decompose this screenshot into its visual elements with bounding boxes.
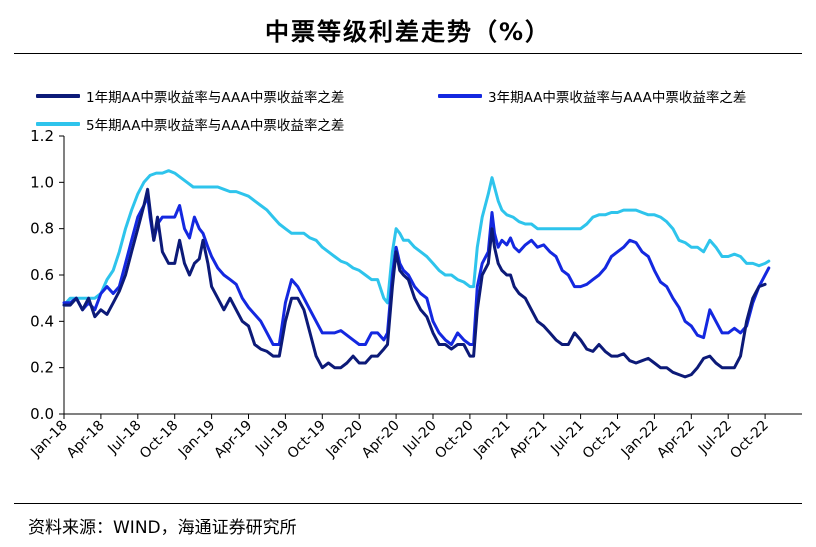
x-tick-label: Jan-18 xyxy=(27,418,70,461)
y-tick-label: 0.6 xyxy=(30,266,54,284)
legend-label-series-3: 5年期AA中票收益率与AAA中票收益率之差 xyxy=(86,118,345,134)
legend-label-series-2: 3年期AA中票收益率与AAA中票收益率之差 xyxy=(488,90,747,106)
x-tick-label: Apr-22 xyxy=(654,418,698,462)
legend-swatch-series-3 xyxy=(36,122,80,126)
x-tick-label: Apr-19 xyxy=(211,418,255,462)
legend-item-series-3: 5年期AA中票收益率与AAA中票收益率之差 xyxy=(36,114,344,134)
x-tick-label: Apr-20 xyxy=(359,418,403,462)
x-tick-label: Jan-21 xyxy=(470,418,513,461)
y-tick-label: 0.2 xyxy=(30,359,54,377)
x-tick-label: Oct-19 xyxy=(285,418,330,463)
x-tick-label: Oct-18 xyxy=(137,418,182,463)
legend-item-series-1: 1年期AA中票收益率与AAA中票收益率之差 xyxy=(36,86,344,106)
series-line-3 xyxy=(62,169,771,307)
x-tick-label: Oct-22 xyxy=(727,418,772,463)
legend-swatch-series-1 xyxy=(36,94,80,98)
footer-rule xyxy=(14,503,802,504)
page-title: 中票等级利差走势（%） xyxy=(264,18,552,46)
x-tick-label: Jan-22 xyxy=(618,418,661,461)
x-tick-label: Jan-19 xyxy=(175,418,218,461)
series-line-2 xyxy=(62,194,771,346)
source-note: 资料来源：WIND，海通证券研究所 xyxy=(28,518,297,538)
x-tick-label: Apr-18 xyxy=(64,418,108,462)
y-tick-label: 1.0 xyxy=(30,173,54,191)
title-rule xyxy=(14,53,802,54)
x-tick-label: Apr-21 xyxy=(507,418,551,462)
x-tick-label: Oct-20 xyxy=(432,418,477,463)
y-tick-label: 0.4 xyxy=(30,312,54,330)
legend-swatch-series-2 xyxy=(438,94,482,98)
y-tick-label: 1.2 xyxy=(30,127,54,145)
x-tick-label: Oct-21 xyxy=(580,418,625,463)
series-line-1 xyxy=(62,187,767,379)
y-tick-label: 0.8 xyxy=(30,220,54,238)
line-chart: 0.00.20.40.60.81.01.2Jan-18Apr-18Jul-18O… xyxy=(27,127,802,463)
legend-item-series-2: 3年期AA中票收益率与AAA中票收益率之差 xyxy=(438,86,746,106)
legend-label-series-1: 1年期AA中票收益率与AAA中票收益率之差 xyxy=(86,90,345,106)
x-tick-label: Jan-20 xyxy=(323,418,366,461)
y-tick-label: 0.0 xyxy=(30,405,54,423)
